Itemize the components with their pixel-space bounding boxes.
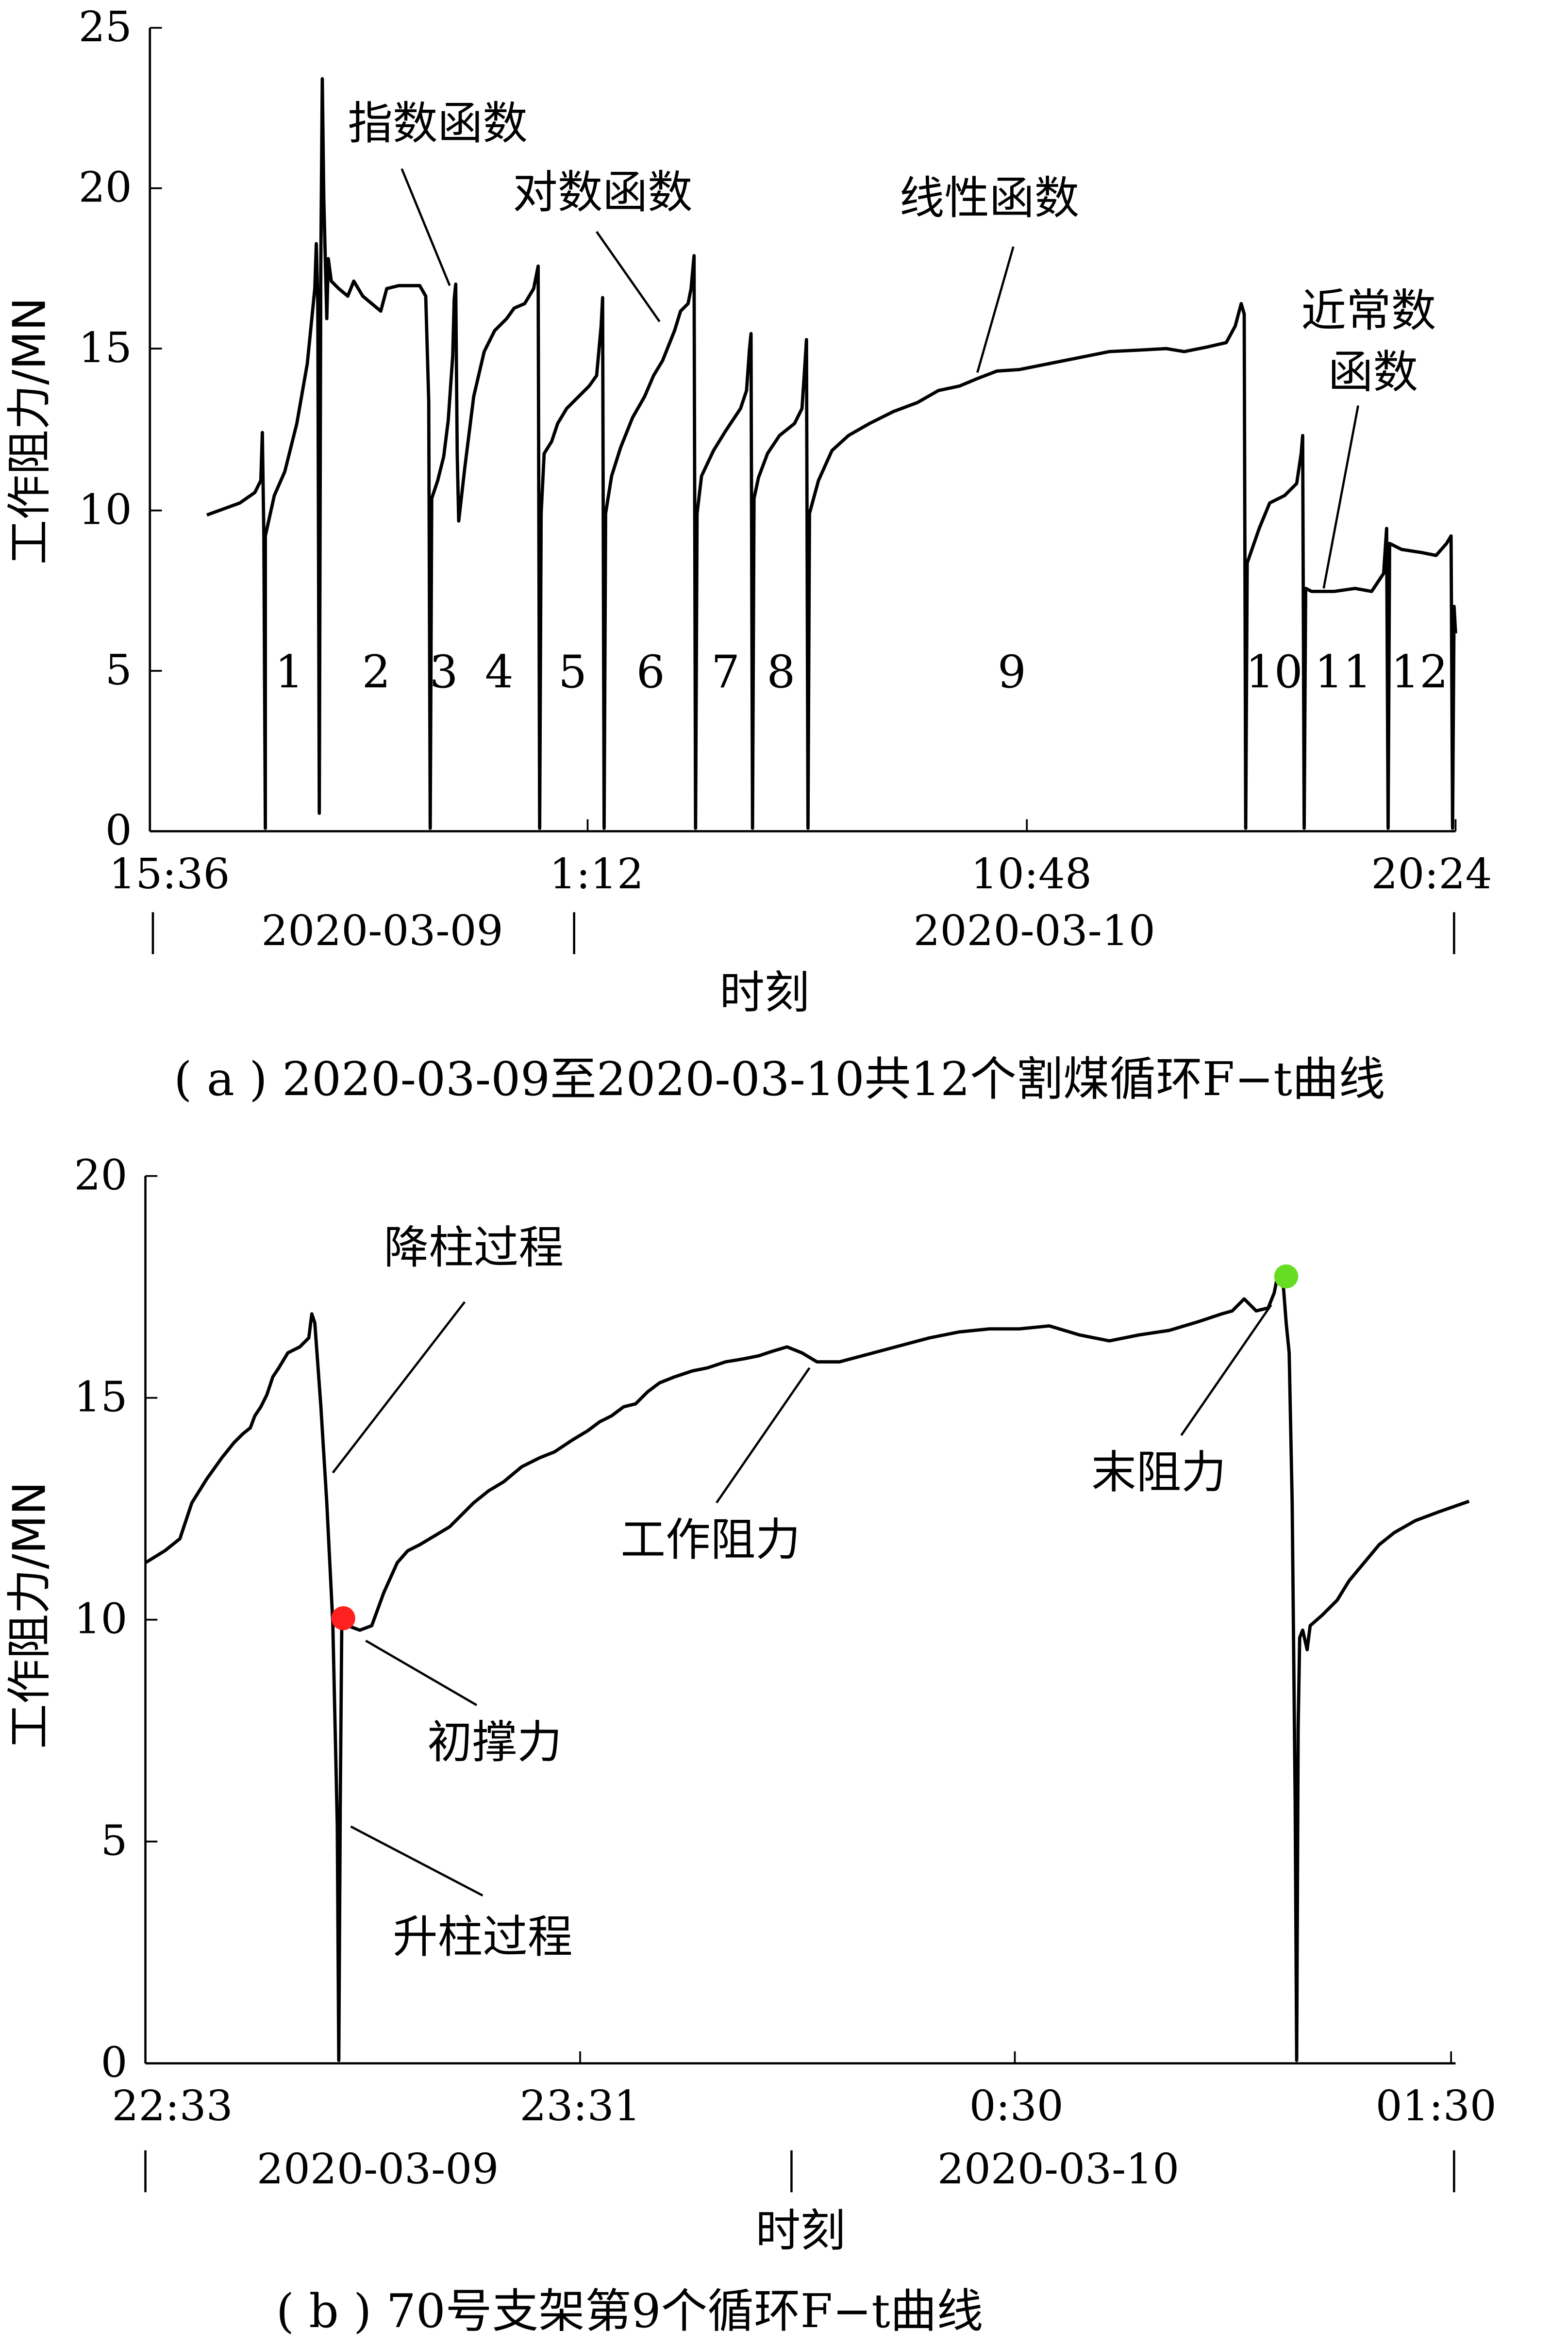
- panel-a-force-curve: [206, 77, 1457, 830]
- panel-a-annotation-logarithmic: 对数函数: [513, 166, 693, 218]
- panel-a-cycle-label: 2: [362, 646, 391, 698]
- panel-b-y-axis-label: 工作阻力/MN: [3, 1481, 56, 1749]
- panel-a-cycle-label: 5: [558, 646, 587, 698]
- panel-a-x-tick-label: 1:12: [550, 850, 644, 898]
- panel-b-date-label: 2020-03-09: [257, 2145, 499, 2194]
- panel-a-y-tick-label: 20: [79, 164, 132, 212]
- panel-a: 0 5 10 15 20 25 工作阻力/MN 15:36 1:12 10:48…: [3, 3, 1492, 1106]
- panel-b-annotation-final: 末阻力: [1091, 1446, 1226, 1498]
- panel-b-x-tick-label: 01:30: [1376, 2082, 1497, 2130]
- panel-b-y-tick-label: 10: [74, 1595, 127, 1644]
- panel-a-y-axis-label: 工作阻力/MN: [3, 298, 56, 565]
- panel-b-caption: ( b ) 70号支架第9个循环F−t曲线: [276, 2284, 984, 2338]
- panel-b-initial-support-marker: [331, 1606, 355, 1631]
- panel-a-cycle-label: 1: [275, 646, 304, 698]
- panel-a-cycle-label: 7: [711, 646, 740, 698]
- panel-a-x-tick-label: 20:24: [1371, 850, 1492, 898]
- panel-a-y-tick-label: 0: [105, 806, 132, 855]
- panel-b-y-tick-label: 5: [100, 1817, 127, 1865]
- panel-a-annotation-constant-2: 函数: [1328, 346, 1418, 398]
- panel-b-annotation-working: 工作阻力: [620, 1514, 801, 1566]
- panel-b-y-tick-label: 15: [74, 1373, 127, 1421]
- panel-a-leader-constant: [1322, 405, 1359, 589]
- panel-b-y-tick-label: 20: [74, 1151, 127, 1199]
- panel-a-date-label: 2020-03-09: [261, 907, 503, 955]
- panel-a-y-ticks: [149, 27, 1457, 832]
- panel-b-x-tick-label: 23:31: [519, 2082, 640, 2130]
- panel-a-x-tick-label: 10:48: [971, 850, 1092, 898]
- panel-a-caption: ( a ) 2020-03-09至2020-03-10共12个割煤循环F−t曲线: [174, 1052, 1385, 1106]
- panel-a-cycle-label: 3: [430, 646, 458, 698]
- panel-a-y-tick-label: 25: [79, 3, 132, 51]
- panel-a-leader-linear: [976, 246, 1015, 373]
- panel-a-cycle-label: 10: [1246, 646, 1303, 698]
- panel-b-leader-initial-support: [365, 1639, 478, 1706]
- panel-a-annotation-exponential: 指数函数: [348, 97, 527, 150]
- panel-a-cycle-label: 9: [998, 646, 1026, 698]
- panel-b-leader-working: [716, 1367, 811, 1504]
- panel-b-force-curve: [144, 1276, 1470, 2062]
- panel-a-x-tick-label: 15:36: [109, 850, 230, 898]
- panel-a-annotation-constant: 近常数: [1301, 284, 1436, 337]
- panel-b-final-resistance-marker: [1274, 1264, 1299, 1289]
- panel-a-cycle-label: 8: [767, 646, 795, 698]
- panel-a-leader-logarithmic: [596, 231, 661, 322]
- panel-a-cycle-label: 12: [1391, 646, 1448, 698]
- panel-a-leader-exponential: [400, 168, 451, 286]
- panel-b-leader-final: [1180, 1304, 1272, 1436]
- panel-a-cycle-label: 4: [485, 646, 514, 698]
- panel-b-annotation-raising: 升柱过程: [393, 1911, 572, 1963]
- panel-b-x-tick-label: 0:30: [969, 2082, 1064, 2130]
- panel-b-leader-lowering: [332, 1301, 466, 1474]
- panel-a-date-label: 2020-03-10: [913, 907, 1155, 955]
- panel-b-leader-raising: [350, 1825, 484, 1897]
- panel-b-annotation-lowering: 降柱过程: [384, 1221, 564, 1274]
- panel-b-date-label: 2020-03-10: [937, 2145, 1179, 2194]
- panel-b: 0 5 10 15 20 工作阻力/MN 22:33 23:31 0:30 01…: [3, 1151, 1497, 2338]
- panel-a-y-tick-label: 5: [105, 646, 132, 695]
- panel-b-x-tick-label: 22:33: [112, 2082, 233, 2130]
- panel-b-y-tick-label: 0: [100, 2039, 127, 2087]
- panel-a-x-axis-label: 时刻: [719, 966, 809, 1019]
- panel-a-y-tick-label: 15: [79, 324, 132, 372]
- panel-b-x-axis-label: 时刻: [755, 2204, 845, 2257]
- panel-b-annotation-initial-support: 初撑力: [427, 1716, 562, 1768]
- panel-a-cycle-label: 11: [1315, 646, 1372, 698]
- panel-a-cycle-label: 6: [636, 646, 665, 698]
- panel-b-ticks: [144, 1175, 1452, 2064]
- panel-a-y-tick-label: 10: [79, 485, 132, 534]
- panel-a-annotation-linear: 线性函数: [900, 172, 1080, 224]
